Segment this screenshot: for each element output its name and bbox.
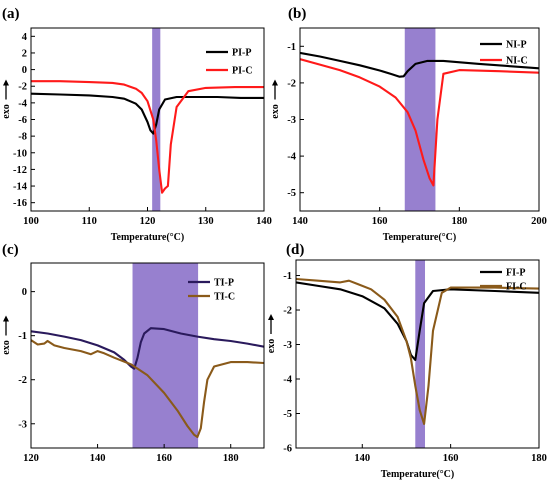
panel-a-series-pi-c bbox=[31, 80, 264, 194]
panel-b-y-axis-title: exo bbox=[270, 104, 281, 118]
panel-d-series-fi-c bbox=[296, 277, 539, 425]
panel-b-highlight-band bbox=[404, 28, 436, 211]
panel-d-x-tick-label: 180 bbox=[531, 453, 547, 464]
panel-a-y-tick-label: 4 bbox=[22, 32, 28, 43]
panel-c-x-tick-label: 120 bbox=[23, 453, 39, 464]
panel-a-y-tick-label: -16 bbox=[13, 198, 27, 209]
panel-c-y-tick-label: -3 bbox=[18, 419, 27, 430]
panel-d-y-tick-label: -2 bbox=[283, 306, 292, 317]
panel-b-x-tick-label: 200 bbox=[531, 216, 547, 227]
panel-a-y-tick-label: -4 bbox=[18, 98, 27, 109]
panel-b-y-tick-label: -2 bbox=[287, 78, 296, 89]
panel-d-x-axis-title: Temperature(°C) bbox=[381, 469, 454, 480]
panel-d-highlight-band bbox=[415, 260, 426, 448]
panel-a-legend-label-pi-p: PI-P bbox=[232, 48, 251, 59]
panel-d-plot-frame bbox=[295, 259, 540, 449]
panel-b-y-tick-label: -1 bbox=[287, 42, 296, 53]
panel-a-x-tick-label: 140 bbox=[256, 216, 272, 227]
panel-c-exo-arrow-head bbox=[3, 315, 9, 322]
panel-b-legend-label-ni-p: NI-P bbox=[506, 40, 527, 51]
panel-c-highlight-band bbox=[132, 263, 199, 448]
panel-d-y-axis-title: exo bbox=[266, 339, 277, 353]
panel-b-series-ni-p bbox=[300, 51, 539, 78]
panel-a-label: (a) bbox=[2, 6, 20, 22]
panel-d-legend-label-fi-p: FI-P bbox=[506, 268, 525, 279]
panel-d-x-tick-label: 160 bbox=[443, 453, 459, 464]
panel-b-x-tick-label: 180 bbox=[451, 216, 467, 227]
panel-a-y-tick-label: 0 bbox=[22, 65, 27, 76]
panel-b-x-tick-label: 160 bbox=[372, 216, 388, 227]
panel-c-x-tick-label: 140 bbox=[90, 453, 106, 464]
panel-a-y-tick-label: -2 bbox=[18, 82, 27, 93]
panel-d-exo-arrow-head bbox=[268, 314, 274, 320]
panel-c-series-ti-p bbox=[31, 327, 264, 370]
panel-b-series-ni-c bbox=[300, 58, 539, 187]
panel-a-x-tick-label: 100 bbox=[23, 216, 39, 227]
panel-c: 120 140 160 180 0 -1 -2 -3 exo (c) TI-P TI-C bbox=[1, 242, 265, 464]
panel-a-y-tick-label: 2 bbox=[22, 48, 27, 59]
panel-a-y-tick-label: -6 bbox=[18, 115, 27, 126]
panel-d-y-tick-label: -4 bbox=[283, 375, 292, 386]
panel-b-label: (b) bbox=[288, 6, 306, 22]
panel-c-series-ti-c bbox=[31, 339, 264, 439]
panel-b: 140 160 180 200 -1 -2 -3 -4 -5 Temperature(°C) exo… bbox=[270, 6, 547, 243]
panel-c-y-tick-label: -1 bbox=[18, 331, 27, 342]
panel-c-legend-label-ti-p: TI-P bbox=[214, 278, 234, 289]
panel-c-x-tick-label: 160 bbox=[156, 453, 172, 464]
panel-d-y-tick-label: -6 bbox=[283, 444, 292, 455]
panel-b-x-axis-title: Temperature(°C) bbox=[383, 232, 456, 243]
panel-b-series-group bbox=[300, 51, 539, 187]
panel-a: 100 110 120 130 140 4 2 0 -2 -4 -6 -8 -10 -12 -14 -16 Te… bbox=[1, 6, 272, 243]
panel-d-series-group bbox=[296, 277, 539, 425]
panel-a-y-tick-label: -14 bbox=[13, 182, 28, 193]
panel-a-series-pi-p bbox=[31, 92, 264, 135]
panel-b-exo-arrow-head bbox=[272, 79, 278, 86]
panel-b-y-tick-label: -5 bbox=[287, 188, 296, 199]
panel-a-y-axis-title: exo bbox=[1, 104, 12, 118]
panel-a-x-axis-title: Temperature(°C) bbox=[111, 232, 184, 243]
panel-b-legend-label-ni-c: NI-C bbox=[506, 56, 528, 67]
panel-a-legend-label-pi-c: PI-C bbox=[232, 66, 253, 77]
panel-c-series-group bbox=[31, 327, 264, 439]
panel-a-plot-frame bbox=[30, 27, 265, 212]
panel-c-y-tick-label: 0 bbox=[22, 287, 27, 298]
panel-a-y-tick-label: -8 bbox=[18, 132, 27, 143]
panel-d-legend-label-fi-c: FI-C bbox=[506, 282, 527, 293]
panel-c-legend-label-ti-c: TI-C bbox=[214, 292, 235, 303]
panel-d-y-tick-label: -1 bbox=[283, 271, 292, 282]
panel-d: 140 160 180 -1 -2 -3 -4 -5 -6 Temperature(°C) exo (… bbox=[266, 242, 547, 480]
panel-c-x-tick-label: 180 bbox=[223, 453, 239, 464]
panel-c-plot-frame bbox=[30, 262, 265, 449]
panel-a-series-group bbox=[31, 80, 264, 194]
panel-c-label: (c) bbox=[2, 242, 19, 258]
panel-c-y-axis-title: exo bbox=[1, 340, 12, 354]
panel-a-x-tick-label: 120 bbox=[140, 216, 156, 227]
panel-a-y-tick-label: -10 bbox=[13, 148, 27, 159]
panel-a-x-tick-label: 130 bbox=[198, 216, 214, 227]
panel-d-y-tick-label: -3 bbox=[283, 340, 292, 351]
panel-d-label: (d) bbox=[286, 242, 304, 258]
panel-b-y-tick-label: -4 bbox=[287, 152, 296, 163]
panel-b-y-tick-label: -3 bbox=[287, 115, 296, 126]
panel-d-x-tick-label: 140 bbox=[354, 453, 370, 464]
panel-b-x-tick-label: 140 bbox=[292, 216, 308, 227]
panel-c-y-tick-label: -2 bbox=[18, 375, 27, 386]
panel-a-y-tick-label: -12 bbox=[13, 165, 27, 176]
panel-d-y-tick-label: -5 bbox=[283, 409, 292, 420]
panel-a-exo-arrow-head bbox=[3, 79, 9, 86]
panel-a-x-tick-label: 110 bbox=[82, 216, 97, 227]
